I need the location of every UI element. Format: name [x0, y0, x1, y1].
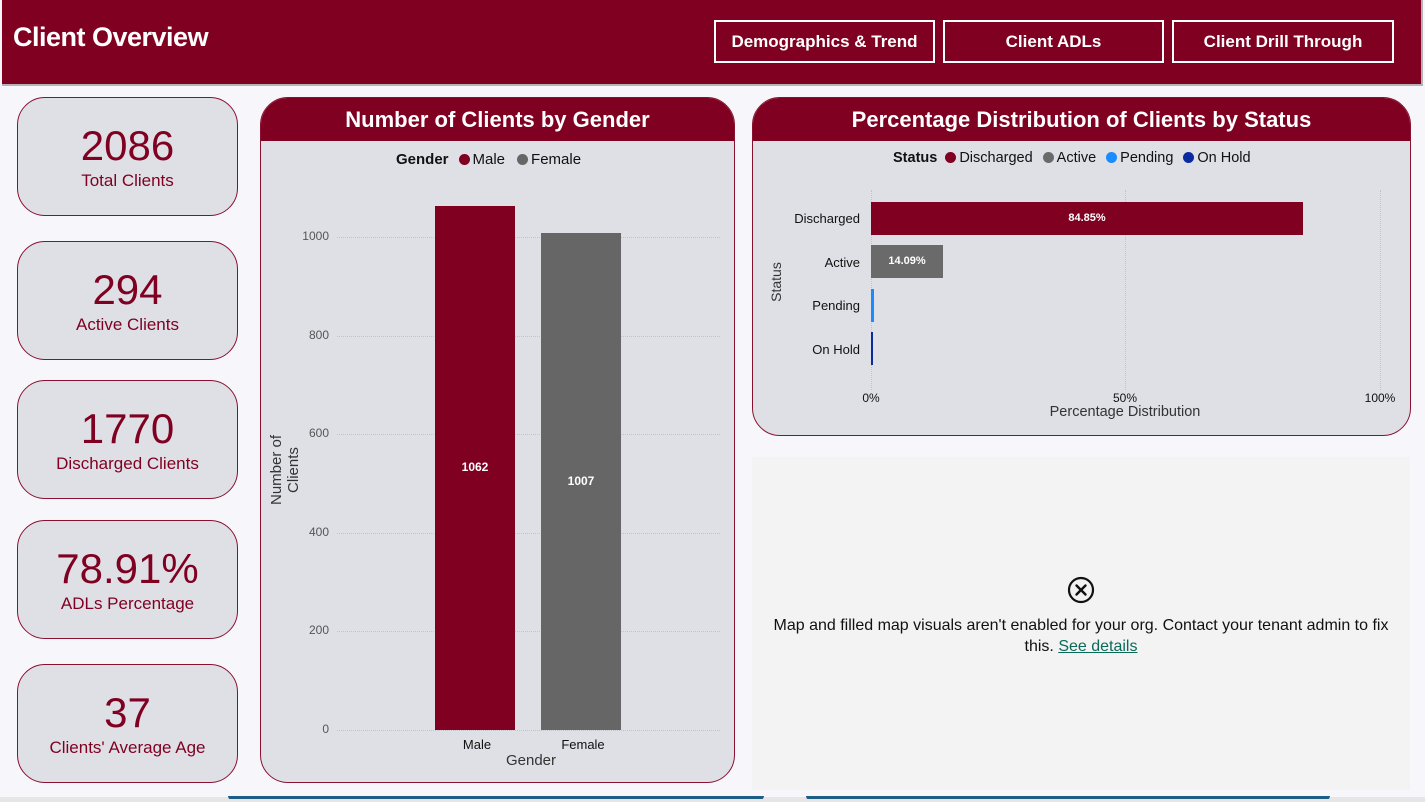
gender-chart-legend: Gender Male Female: [396, 151, 587, 168]
error-circle-x-icon: [1067, 576, 1095, 604]
kpi-value: 1770: [80, 404, 175, 452]
see-details-link[interactable]: See details: [1058, 638, 1138, 655]
gender-chart-card[interactable]: Number of Clients by Gender Gender Male …: [260, 97, 735, 783]
y-tick-pending: Pending: [812, 298, 860, 313]
bar-male[interactable]: 1062: [435, 206, 515, 730]
gridline: [337, 434, 720, 435]
legend-label: Female: [531, 151, 582, 168]
x-tick: 0%: [862, 391, 880, 405]
page-title: Client Overview: [13, 22, 209, 52]
male-dot-icon: [458, 154, 470, 165]
y-tick: 200: [308, 623, 329, 637]
y-tick: 0: [322, 722, 329, 736]
legend-label: Pending: [1120, 150, 1174, 166]
message-text: Map and filled map visuals aren't enable…: [773, 617, 1389, 655]
legend-label: On Hold: [1197, 150, 1251, 166]
kpi-label: Clients' Average Age: [49, 737, 206, 757]
y-tick: 600: [308, 426, 329, 440]
female-dot-icon: [517, 154, 529, 165]
bottom-tab-indicator: [806, 796, 1330, 800]
kpi-total-clients: 2086 Total Clients: [17, 97, 238, 216]
kpi-value: 294: [92, 265, 163, 313]
y-tick: 1000: [302, 229, 329, 243]
kpi-value: 78.91%: [56, 544, 199, 592]
y-tick-active: Active: [824, 255, 860, 270]
legend-label: Male: [472, 151, 506, 168]
gridline: [337, 533, 720, 534]
gridline: [1125, 190, 1126, 390]
pending-dot-icon: [1106, 152, 1118, 163]
gridline: [337, 336, 720, 337]
x-tick: 100%: [1364, 391, 1396, 405]
bottom-strip: [0, 797, 1425, 802]
x-tick-male: Male: [462, 737, 492, 752]
legend-title: Status: [893, 150, 938, 166]
bar-on-hold[interactable]: [871, 332, 873, 365]
map-visual-placeholder: Map and filled map visuals aren't enable…: [752, 457, 1410, 790]
x-axis-title: Gender: [505, 752, 557, 769]
y-tick: 800: [308, 328, 329, 342]
legend-label: Active: [1056, 150, 1097, 166]
on-hold-dot-icon: [1183, 152, 1195, 163]
map-disabled-message: Map and filled map visuals aren't enable…: [752, 615, 1410, 657]
status-chart-card[interactable]: Percentage Distribution of Clients by St…: [752, 97, 1411, 436]
kpi-label: Discharged Clients: [56, 453, 199, 473]
bar-female[interactable]: 1007: [541, 233, 621, 730]
gender-chart-title: Number of Clients by Gender: [261, 98, 734, 141]
active-dot-icon: [1042, 152, 1054, 163]
bar-value-label: 1007: [567, 474, 595, 488]
bar-value-label: 1062: [461, 460, 489, 474]
legend-label: Discharged: [959, 150, 1033, 166]
kpi-active-clients: 294 Active Clients: [17, 241, 238, 360]
kpi-label: Active Clients: [76, 314, 179, 334]
kpi-adls-percentage: 78.91% ADLs Percentage: [17, 520, 238, 639]
nav-client-drill-through-button[interactable]: Client Drill Through: [1172, 20, 1394, 63]
bar-discharged[interactable]: 84.85%: [871, 202, 1303, 235]
legend-item-on-hold[interactable]: On Hold: [1183, 150, 1251, 166]
legend-item-discharged[interactable]: Discharged: [945, 150, 1033, 166]
bar-value-label: 84.85%: [1068, 212, 1106, 224]
gridline: [337, 237, 720, 238]
bar-active[interactable]: 14.09%: [871, 245, 943, 278]
gridline: [337, 631, 720, 632]
y-tick: 400: [308, 525, 329, 539]
gridline: [1380, 190, 1381, 390]
kpi-label: ADLs Percentage: [60, 593, 195, 613]
y-tick-discharged: Discharged: [794, 211, 860, 226]
bar-pending[interactable]: [871, 289, 874, 322]
legend-item-pending[interactable]: Pending: [1106, 150, 1173, 166]
kpi-label: Total Clients: [81, 170, 174, 190]
y-tick-on-hold: On Hold: [812, 342, 860, 357]
kpi-value: 2086: [80, 121, 175, 169]
status-chart-legend: Status Discharged Active Pending On Hold: [893, 150, 1257, 166]
discharged-dot-icon: [945, 152, 957, 163]
nav-demographics-trend-button[interactable]: Demographics & Trend: [714, 20, 935, 63]
x-tick: 50%: [1112, 391, 1138, 405]
legend-item-male[interactable]: Male: [458, 151, 506, 168]
gridline: [337, 730, 720, 731]
legend-item-female[interactable]: Female: [517, 151, 581, 168]
kpi-value: 37: [104, 688, 151, 736]
legend-item-active[interactable]: Active: [1042, 150, 1097, 166]
kpi-discharged-clients: 1770 Discharged Clients: [17, 380, 238, 499]
x-tick-female: Female: [561, 737, 605, 752]
kpi-average-age: 37 Clients' Average Age: [17, 664, 238, 783]
x-axis-title: Percentage Distribution: [1049, 404, 1201, 420]
bottom-tab-indicator: [228, 796, 764, 800]
nav-client-adls-button[interactable]: Client ADLs: [943, 20, 1164, 63]
status-chart-title: Percentage Distribution of Clients by St…: [753, 98, 1410, 141]
legend-title: Gender: [396, 151, 449, 168]
bar-value-label: 14.09%: [888, 255, 926, 267]
